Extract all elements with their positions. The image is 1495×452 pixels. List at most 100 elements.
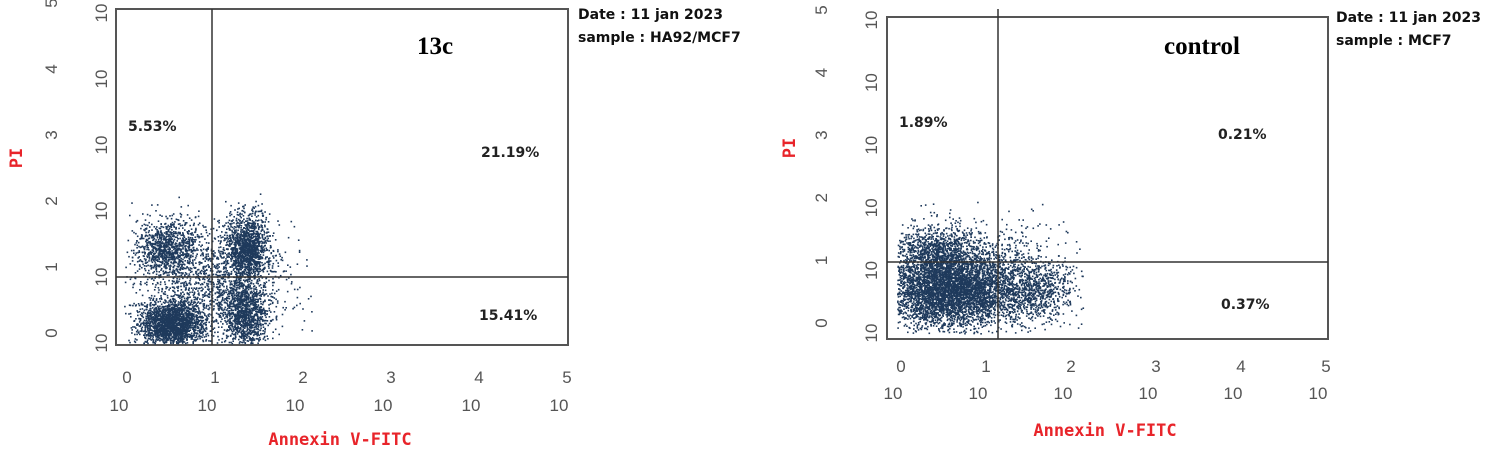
scatter-dot	[153, 253, 155, 255]
scatter-dot	[158, 271, 161, 273]
scatter-dot	[158, 247, 160, 250]
scatter-dot	[252, 255, 255, 257]
scatter-dot	[224, 231, 227, 234]
scatter-dot	[183, 253, 186, 255]
scatter-dot	[164, 323, 166, 326]
scatter-dot	[173, 335, 175, 337]
scatter-dot	[160, 324, 162, 326]
scatter-dot	[232, 250, 234, 252]
scatter-dot	[175, 315, 178, 317]
scatter-dot	[208, 313, 211, 315]
scatter-dot	[221, 231, 223, 233]
scatter-dot	[150, 312, 152, 315]
scatter-dot	[240, 225, 243, 227]
scatter-dot	[144, 332, 146, 335]
scatter-dot	[188, 320, 191, 323]
scatter-dot	[184, 342, 187, 345]
scatter-dot	[178, 332, 180, 335]
scatter-dot	[240, 257, 242, 260]
scatter-dot	[251, 268, 253, 270]
scatter-dot	[259, 297, 261, 300]
scatter-dot	[159, 331, 162, 334]
scatter-dot	[148, 322, 151, 325]
scatter-dot	[225, 200, 227, 203]
scatter-dot	[231, 323, 234, 326]
scatter-dot	[242, 339, 245, 341]
scatter-dot	[144, 329, 147, 331]
scatter-dot	[167, 301, 169, 304]
scatter-dot	[270, 319, 273, 322]
scatter-dot	[232, 262, 235, 265]
scatter-dot	[185, 329, 187, 331]
scatter-dot	[174, 329, 177, 332]
scatter-dot	[174, 258, 177, 260]
scatter-dot	[187, 267, 190, 269]
scatter-dot	[181, 311, 184, 313]
scatter-dot	[272, 337, 274, 340]
scatter-dot	[167, 230, 170, 233]
scatter-dot	[229, 238, 232, 240]
scatter-dot	[160, 303, 163, 306]
scatter-dot	[224, 252, 227, 255]
scatter-dot	[154, 343, 156, 345]
scatter-dot	[187, 240, 189, 243]
scatter-dot	[251, 256, 253, 258]
scatter-dot	[197, 215, 200, 218]
scatter-dot	[234, 267, 237, 269]
scatter-dot	[227, 238, 230, 240]
scatter-dot	[209, 340, 212, 342]
scatter-dot	[179, 237, 181, 240]
scatter-dot	[168, 250, 171, 252]
scatter-dot	[238, 233, 240, 235]
scatter-dot	[168, 335, 170, 338]
scatter-dot	[270, 300, 273, 302]
scatter-dot	[151, 242, 154, 245]
scatter-dot	[226, 241, 228, 244]
scatter-dot	[146, 306, 148, 309]
scatter-dot	[142, 304, 144, 306]
scatter-dot	[243, 263, 246, 266]
scatter-dot	[191, 237, 194, 239]
scatter-dot	[174, 334, 176, 337]
scatter-dot	[247, 288, 250, 291]
scatter-dot	[259, 245, 261, 247]
scatter-dot	[190, 219, 193, 221]
scatter-dot	[173, 336, 175, 339]
scatter-dot	[253, 224, 255, 227]
scatter-dot	[149, 307, 152, 310]
scatter-dot	[222, 248, 225, 251]
scatter-dot	[240, 258, 242, 261]
scatter-dot	[186, 331, 188, 333]
scatter-dot	[239, 222, 241, 225]
scatter-dot	[252, 246, 255, 248]
scatter-dot	[174, 261, 177, 264]
scatter-dot	[253, 222, 255, 225]
scatter-dot	[226, 256, 228, 258]
scatter-dot	[264, 236, 267, 239]
scatter-dot	[193, 313, 195, 315]
scatter-dot	[242, 235, 245, 238]
scatter-dot	[249, 241, 251, 244]
scatter-dot	[147, 247, 149, 249]
scatter-dot	[239, 238, 241, 241]
scatter-dot	[147, 242, 149, 244]
scatter-dot	[162, 333, 165, 335]
scatter-dot	[246, 240, 248, 242]
scatter-dot	[193, 239, 196, 241]
scatter-dot	[137, 332, 140, 334]
scatter-dot	[247, 243, 250, 245]
scatter-dot	[262, 251, 265, 254]
scatter-dot	[257, 315, 259, 318]
scatter-dot	[180, 249, 182, 252]
scatter-dot	[182, 251, 184, 254]
scatter-dot	[158, 322, 160, 325]
scatter-dot	[248, 229, 250, 232]
scatter-dot	[178, 320, 181, 323]
scatter-dot	[187, 333, 189, 336]
scatter-dot	[241, 220, 244, 222]
scatter-dot	[152, 325, 154, 328]
scatter-dot	[234, 239, 237, 241]
scatter-dot	[184, 223, 187, 225]
scatter-dot	[168, 309, 171, 311]
scatter-dot	[165, 243, 167, 246]
